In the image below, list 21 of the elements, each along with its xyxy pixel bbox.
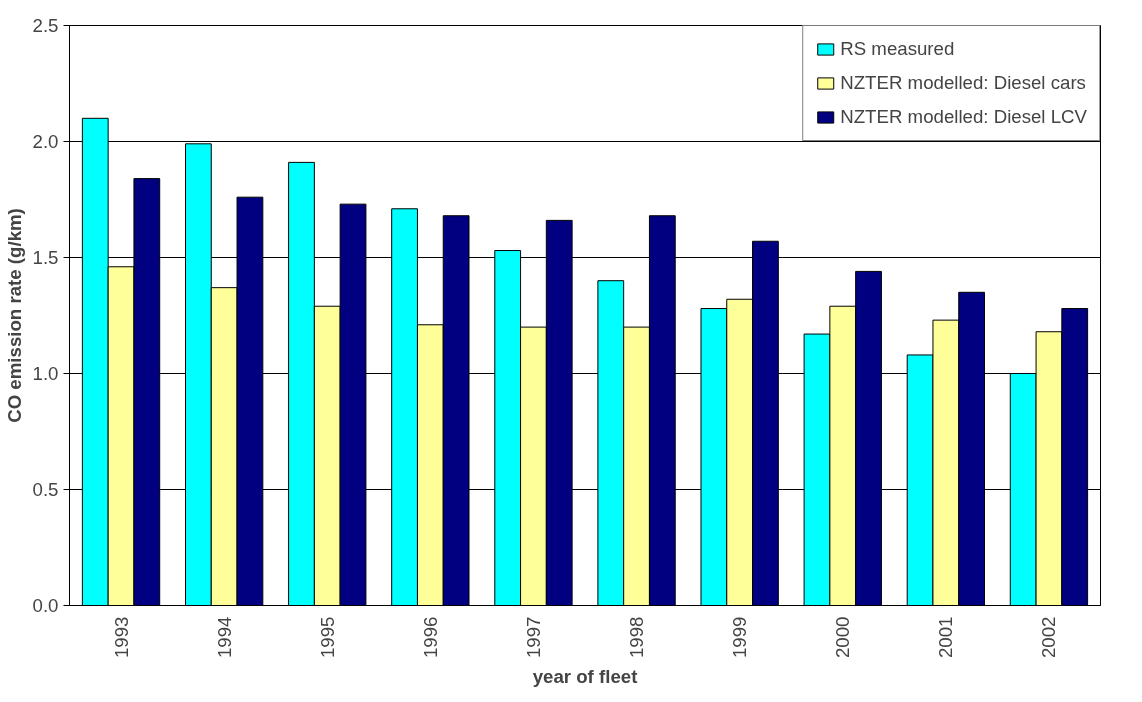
legend-label: NZTER modelled: Diesel LCV: [840, 106, 1087, 128]
x-tick-label: 1995: [316, 616, 338, 658]
x-tick-label: 1998: [626, 616, 648, 658]
y-tick-label: 0.5: [32, 479, 59, 500]
x-tick-label: 2001: [935, 616, 957, 658]
x-tick-label: 1999: [729, 616, 751, 658]
x-tick-label: 2000: [832, 616, 854, 658]
y-tick-label: 1.5: [32, 247, 59, 268]
y-tick-label: 2.0: [32, 131, 59, 152]
x-tick-label: 1993: [110, 616, 132, 658]
y-tick-label: 0.0: [32, 595, 59, 616]
x-tick-label: 1997: [522, 616, 544, 658]
y-axis-title: CO emission rate (g/km): [3, 208, 25, 423]
legend-label: NZTER modelled: Diesel cars: [840, 72, 1086, 94]
x-axis-title: year of fleet: [532, 666, 638, 687]
x-tick-label: 1996: [419, 616, 441, 658]
legend-label: RS measured: [840, 38, 955, 60]
y-tick-label: 1.0: [32, 363, 59, 384]
y-tick-label: 2.5: [32, 15, 59, 36]
x-tick-label: 1994: [213, 616, 235, 658]
x-tick-label: 2002: [1038, 616, 1060, 658]
